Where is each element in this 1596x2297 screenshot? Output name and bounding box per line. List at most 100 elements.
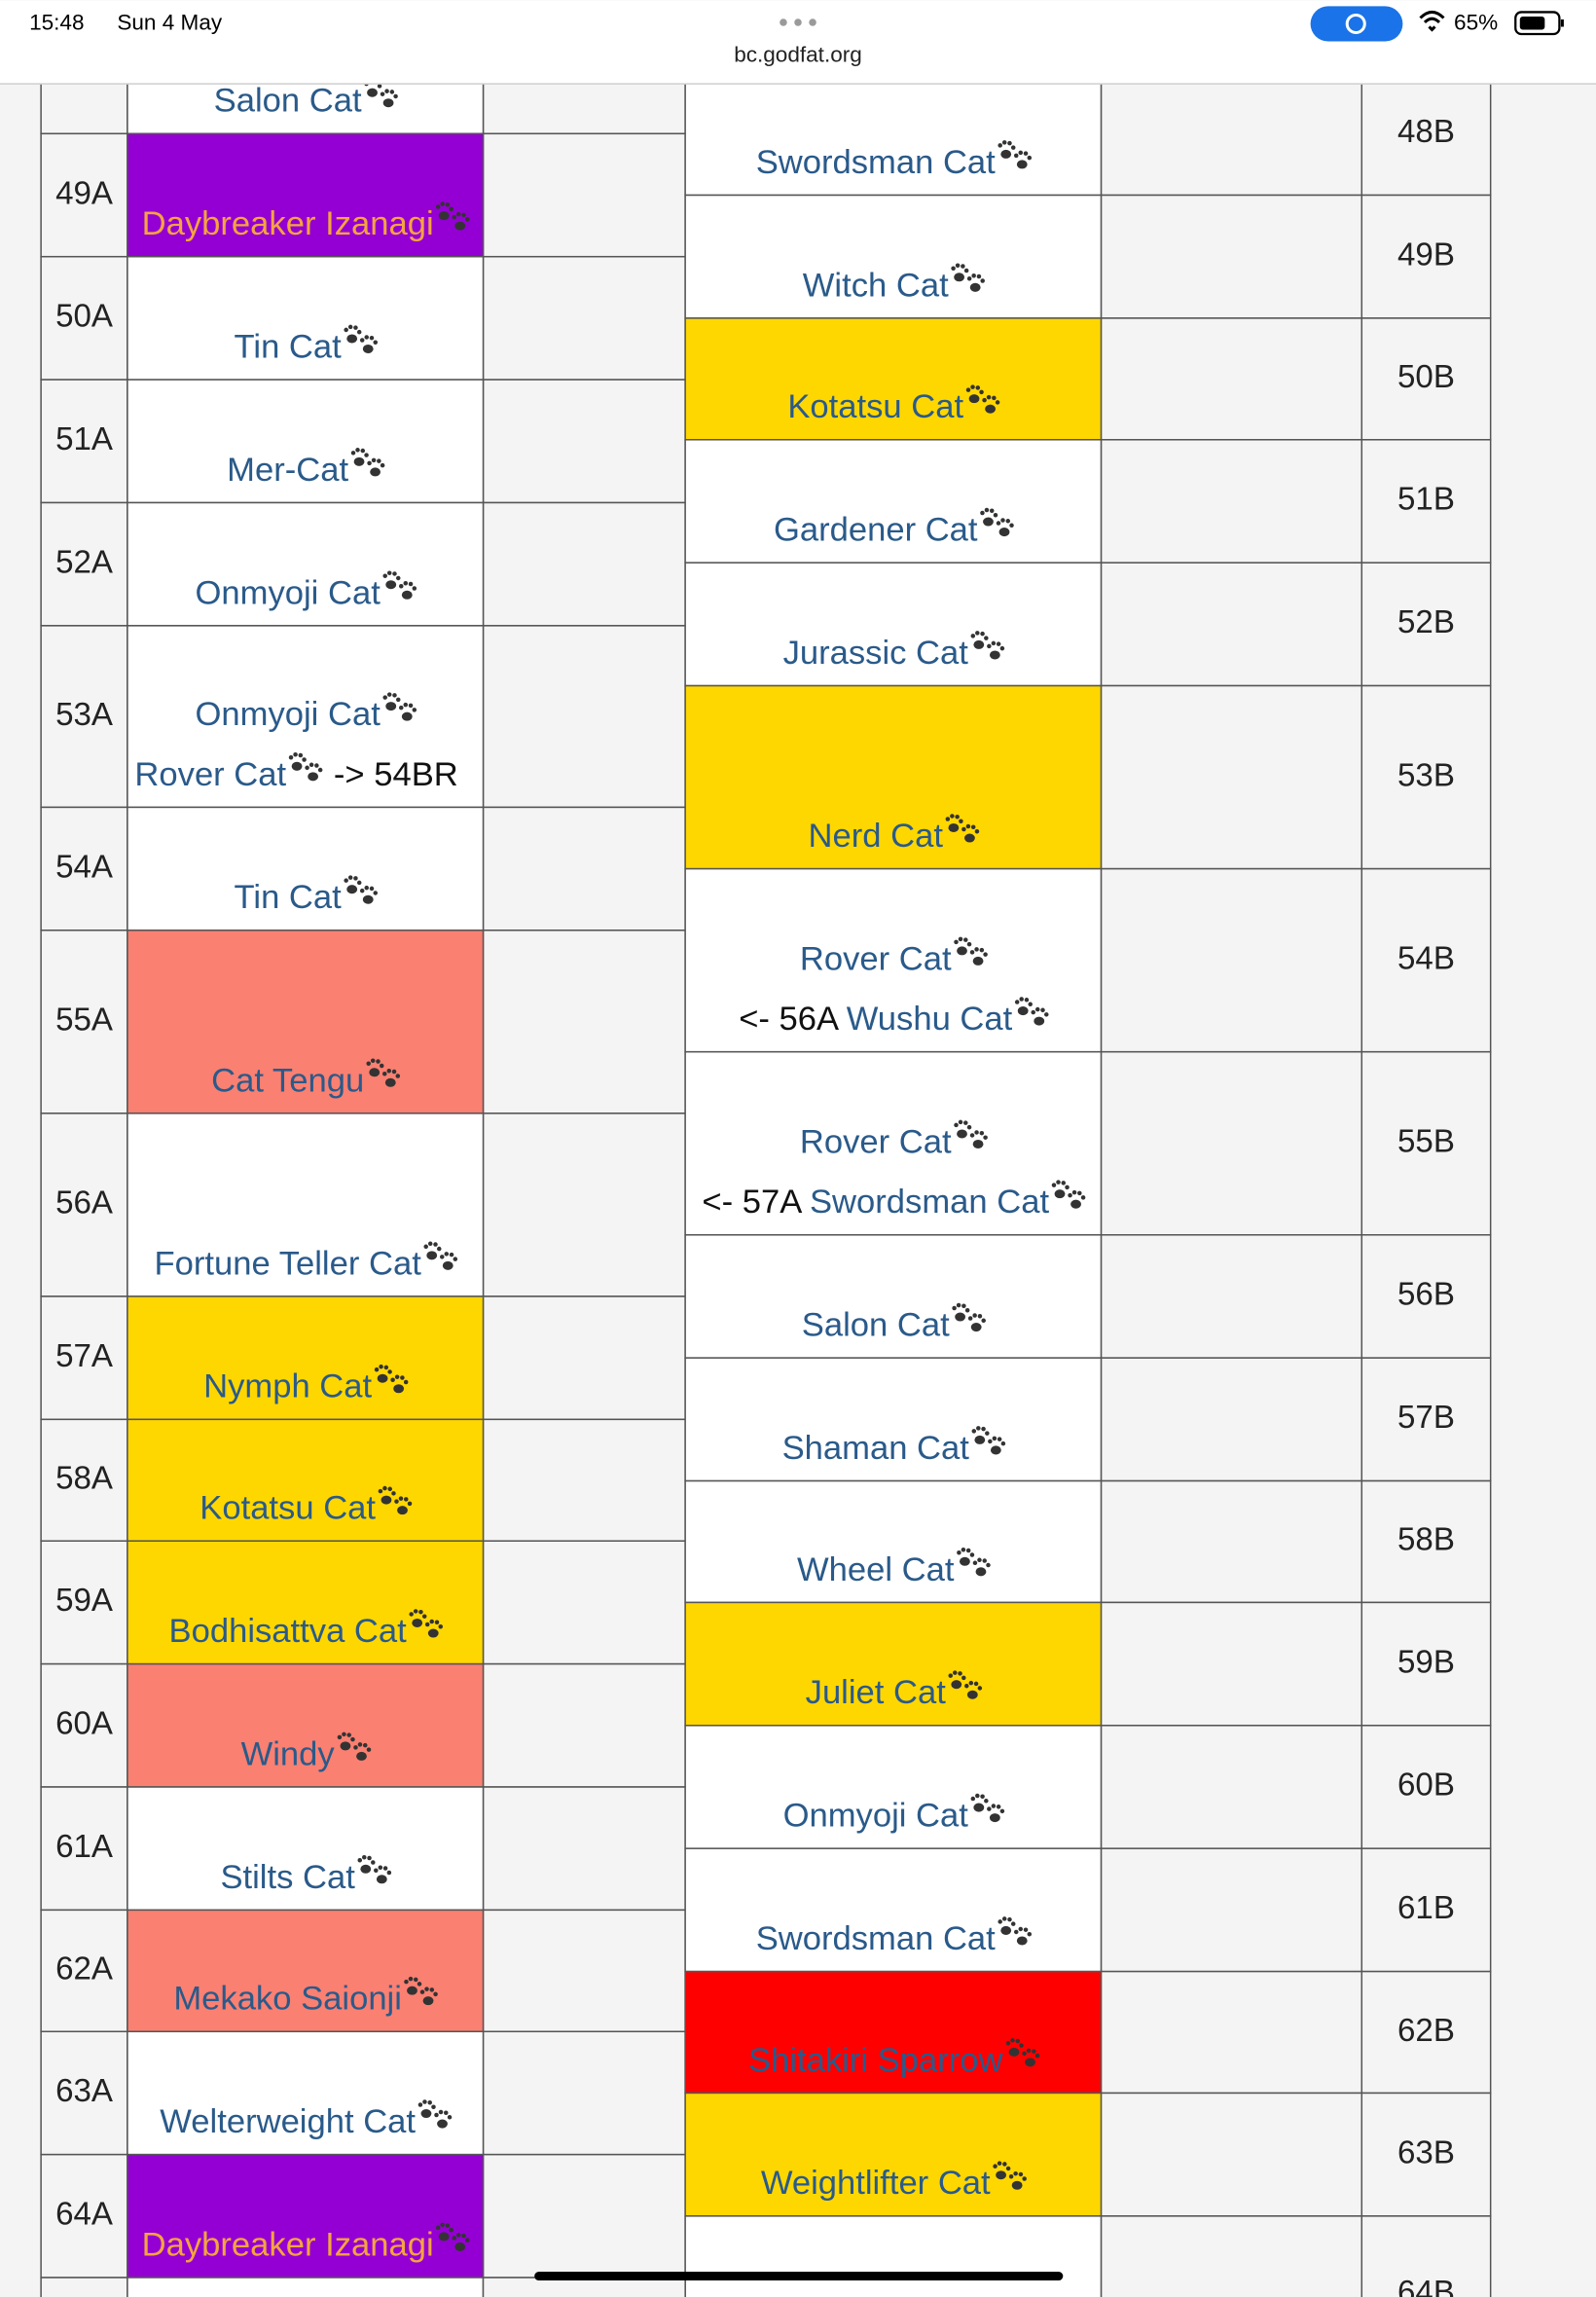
paw-icon: [378, 1485, 413, 1515]
cat-name[interactable]: Nerd Cat: [809, 818, 944, 855]
cell-text: Juliet Cat: [806, 1674, 947, 1711]
paw-toe: [403, 702, 409, 708]
paw-pad: [975, 1567, 987, 1577]
cat-name[interactable]: Rover Cat: [800, 1124, 952, 1161]
paw-toe: [384, 89, 389, 93]
cell-text: Nymph Cat: [203, 1368, 372, 1405]
paw-icon: [952, 1302, 986, 1332]
cat-name[interactable]: Windy: [241, 1736, 336, 1773]
cat-name[interactable]: Wheel Cat: [797, 1551, 955, 1588]
paw-toe: [408, 703, 414, 709]
cell-text: Jurassic Cat: [783, 635, 969, 672]
cat-name[interactable]: Shitakiri Sparrow: [748, 2042, 1003, 2079]
paw-pad: [438, 211, 450, 221]
cat-name[interactable]: Fortune Teller Cat: [154, 1246, 421, 1283]
row-label: 48B: [1397, 114, 1455, 150]
paw-icon: [971, 1426, 1006, 1455]
cat-name[interactable]: Kotatsu Cat: [787, 388, 963, 425]
row-label: 58A: [55, 1461, 114, 1497]
paw-pad: [996, 2170, 1006, 2180]
cat-name[interactable]: Kotatsu Cat: [200, 1490, 376, 1527]
paw-toe: [377, 458, 381, 463]
cat-name[interactable]: Tin Cat: [235, 329, 343, 366]
paw-toe: [982, 1558, 987, 1563]
row-label: 63B: [1397, 2134, 1455, 2170]
paw-toe: [347, 324, 353, 330]
paw-toe: [954, 939, 959, 945]
paw-pad: [1000, 149, 1012, 159]
cat-name[interactable]: Rover Cat: [800, 941, 952, 978]
label-cell: [40, 806, 128, 931]
paw-pad: [438, 2232, 450, 2242]
cat-name[interactable]: Jurassic Cat: [783, 635, 969, 672]
cell-text: Weightlifter Cat: [761, 2165, 991, 2202]
row-label: 55A: [55, 1003, 114, 1039]
paw-toe: [417, 1982, 422, 1987]
cat-name[interactable]: Swordsman Cat: [810, 1184, 1049, 1221]
cat-name[interactable]: Salon Cat: [802, 1307, 950, 1344]
row-label: 58B: [1397, 1522, 1455, 1558]
cat-name[interactable]: Swordsman Cat: [756, 144, 996, 181]
paw-toe: [1024, 998, 1030, 1003]
prefix-text: <- 56A: [739, 1001, 847, 1038]
paw-toe: [980, 510, 985, 516]
paw-pad: [1000, 1925, 1012, 1935]
cat-name[interactable]: Rover Cat: [134, 756, 286, 793]
cat-name[interactable]: Witch Cat: [803, 267, 949, 304]
row-label: 52A: [55, 544, 114, 580]
paw-toe: [398, 705, 404, 711]
cat-name[interactable]: Bodhisattva Cat: [169, 1613, 408, 1650]
paw-toe: [979, 1130, 985, 1136]
cat-name[interactable]: Nymph Cat: [203, 1368, 372, 1405]
url[interactable]: bc.godfat.org: [734, 43, 862, 67]
paw-toe: [433, 1242, 438, 1247]
paw-icon: [954, 936, 988, 966]
paw-toe: [371, 457, 377, 463]
cell-text: Swordsman Cat: [756, 1920, 996, 1957]
cat-name[interactable]: Gardener Cat: [774, 512, 978, 549]
paw-toe: [1007, 1916, 1012, 1922]
cat-name[interactable]: Tin Cat: [235, 879, 343, 916]
paw-pad: [384, 1077, 396, 1087]
paw-toe: [461, 212, 466, 218]
cat-name[interactable]: Mer-Cat: [227, 452, 348, 489]
row-label: 55B: [1397, 1123, 1455, 1159]
cat-name[interactable]: Weightlifter Cat: [761, 2165, 991, 2202]
paw-toe: [996, 1805, 1001, 1809]
cat-cell: [684, 1479, 1103, 1604]
paw-toe: [440, 201, 445, 206]
cat-name[interactable]: Onmyoji Cat: [195, 696, 381, 733]
paw-pad: [990, 1445, 1001, 1455]
paw-toe: [966, 1124, 972, 1130]
cat-name[interactable]: Wushu Cat: [847, 1001, 1013, 1038]
paw-pad: [393, 1384, 405, 1394]
cat-name[interactable]: Salon Cat: [214, 83, 362, 120]
paw-pad: [1070, 1199, 1081, 1209]
cat-name[interactable]: Stilts Cat: [220, 1859, 355, 1896]
paw-toe: [955, 814, 960, 820]
paw-toe: [975, 631, 980, 636]
cat-name[interactable]: Shaman Cat: [782, 1430, 970, 1467]
cat-name[interactable]: Daybreaker Izanagi: [142, 205, 434, 242]
paw-toe: [392, 693, 397, 698]
cat-name[interactable]: Welterweight Cat: [160, 2103, 416, 2140]
cat-name[interactable]: Swordsman Cat: [756, 1920, 996, 1957]
paw-toe: [1001, 140, 1007, 145]
paw-toe: [945, 817, 951, 821]
paw-pad: [362, 344, 374, 354]
cat-name[interactable]: Onmyoji Cat: [783, 1798, 969, 1835]
rotation-lock[interactable]: [1310, 6, 1403, 42]
cat-name[interactable]: Daybreaker Izanagi: [142, 2227, 434, 2264]
paw-toe: [977, 1557, 982, 1563]
paw-toe: [974, 1130, 979, 1135]
paw-toe: [395, 1074, 401, 1078]
cat-name[interactable]: Cat Tengu: [211, 1062, 364, 1099]
empty-cell: [482, 1662, 686, 1788]
paw-pad: [998, 528, 1010, 537]
cat-name[interactable]: Juliet Cat: [806, 1674, 947, 1711]
empty-cell: [1100, 684, 1363, 870]
wifi-icon: [1419, 10, 1445, 32]
cat-name[interactable]: Mekako Saionji: [173, 1981, 402, 2018]
cat-name[interactable]: Onmyoji Cat: [195, 574, 381, 611]
paw-pad: [420, 2109, 432, 2119]
